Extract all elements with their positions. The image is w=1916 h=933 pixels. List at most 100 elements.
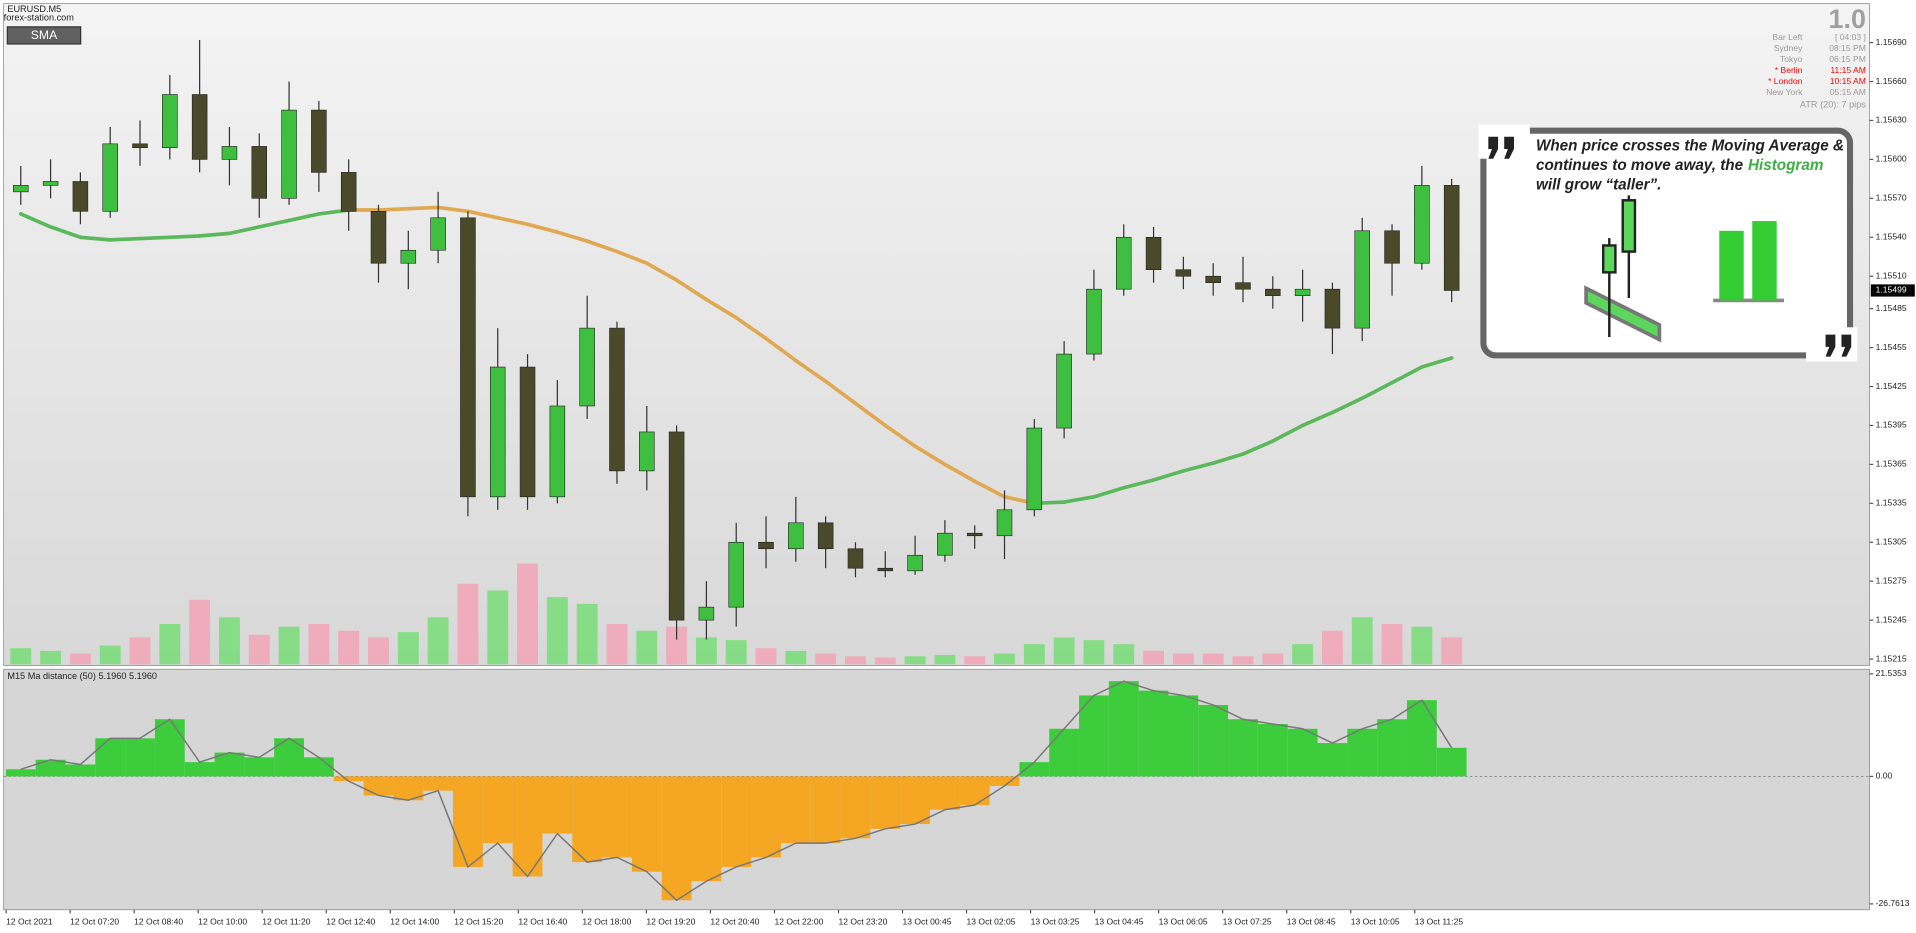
- histogram-bar: [1406, 700, 1437, 777]
- info-value: 08:15 PM: [1829, 43, 1866, 53]
- sma-line: [1420, 356, 1454, 369]
- sub-layer: 21.5353 0.00 -26.7613: [3, 668, 1910, 908]
- volume-bar: [815, 653, 837, 665]
- volume-bar: [1113, 644, 1135, 665]
- sma-line: [525, 222, 560, 234]
- histogram-bar: [691, 776, 722, 882]
- histogram-bar: [363, 776, 394, 796]
- candle-body: [1384, 230, 1400, 264]
- info-label: * London: [1768, 76, 1802, 86]
- y-tick-label: 1.15540: [1876, 232, 1907, 242]
- candle-body: [1056, 353, 1072, 429]
- volume-bar: [1202, 653, 1224, 665]
- candle-body: [132, 143, 148, 149]
- sma-button[interactable]: [6, 26, 82, 45]
- histogram-bar: [1377, 719, 1407, 777]
- candle-body: [609, 327, 625, 472]
- volume-bar: [308, 624, 330, 665]
- volume-bar: [99, 645, 121, 665]
- sma-line: [1092, 485, 1126, 499]
- histogram-bar: [95, 738, 126, 777]
- sma-line: [913, 444, 947, 467]
- volume-bar: [10, 648, 32, 665]
- candle-body: [639, 431, 655, 472]
- candle-body: [72, 181, 89, 212]
- x-tick-label: 12 Oct 23:20: [838, 916, 887, 926]
- sma-line: [674, 278, 709, 302]
- volume-bar: [636, 630, 658, 665]
- y-tick-label: 1.15335: [1876, 498, 1907, 508]
- histogram-bar: [1347, 728, 1378, 777]
- sub-title: M15 Ma distance (50) 5.1960 5.1960: [7, 671, 157, 681]
- histogram-bar: [959, 776, 990, 805]
- info-value: 06:15 PM: [1829, 54, 1866, 64]
- sma-line: [1151, 469, 1186, 482]
- x-tick-label: 12 Oct 19:20: [646, 916, 695, 926]
- sma-line: [704, 297, 739, 320]
- candle-body: [1115, 236, 1132, 290]
- candle-body: [221, 146, 238, 160]
- sma-line: [615, 249, 649, 266]
- x-tick-label: 12 Oct 12:40: [326, 916, 375, 926]
- candle-body: [579, 327, 595, 407]
- histogram-bar: [989, 776, 1020, 786]
- sma-line: [167, 234, 202, 240]
- histogram-bar: [840, 776, 871, 839]
- info-label: Tokyo: [1780, 54, 1803, 64]
- sma-line: [1270, 423, 1305, 443]
- sma-line: [1211, 452, 1245, 465]
- histogram-bar: [900, 776, 930, 825]
- candle-body: [1324, 288, 1341, 329]
- candle-body: [311, 109, 327, 173]
- volume-bar: [785, 650, 807, 665]
- sma-line: [376, 206, 411, 212]
- x-tick-label: 12 Oct 10:00: [198, 916, 247, 926]
- histogram-bar: [1079, 695, 1109, 777]
- x-tick-label: 13 Oct 04:45: [1095, 916, 1144, 926]
- candle-body: [191, 94, 208, 160]
- info-value: 10:15 AM: [1830, 76, 1866, 86]
- volume-bar: [1053, 637, 1075, 665]
- info-label: * Berlin: [1775, 65, 1803, 75]
- histogram-bar: [453, 776, 483, 867]
- y-tick-label: 1.15510: [1876, 270, 1907, 280]
- y-tick-label: 1.15425: [1876, 381, 1907, 391]
- histogram-bar: [333, 776, 364, 782]
- volume-bar: [874, 657, 896, 665]
- histogram-bar: [35, 759, 66, 777]
- x-tick-label: 12 Oct 14:00: [390, 916, 439, 926]
- candle-body: [340, 172, 357, 212]
- histogram-bar: [5, 769, 36, 777]
- histogram-bar: [1138, 690, 1169, 777]
- volume-bar: [576, 603, 598, 665]
- info-label: Bar Left: [1772, 32, 1803, 42]
- candle-body: [489, 366, 506, 498]
- sma-line: [585, 239, 619, 254]
- atr-label: ATR (20): 7 pips: [1800, 99, 1866, 109]
- volume-bar: [994, 653, 1015, 665]
- candle-body: [13, 185, 29, 193]
- histogram-bar: [780, 776, 811, 844]
- info-label: Sydney: [1774, 43, 1803, 53]
- sma-line: [1300, 410, 1335, 428]
- volume-bar: [40, 650, 62, 665]
- x-tick-label: 12 Oct 07:20: [70, 916, 119, 926]
- sma-line: [853, 401, 888, 428]
- volume-bar: [1321, 630, 1343, 665]
- callout-line: When price crosses the Moving Average &: [1536, 138, 1844, 155]
- volume-bar: [457, 583, 479, 665]
- sma-line: [972, 479, 1007, 499]
- histogram-bar: [751, 776, 781, 858]
- volume-bar: [606, 624, 628, 665]
- histogram-bar: [154, 719, 185, 777]
- volume-bar: [1411, 626, 1433, 665]
- sma-line: [108, 236, 142, 242]
- x-tick-label: 13 Oct 07:25: [1223, 916, 1272, 926]
- volume-bar: [427, 617, 449, 665]
- sma-button-label[interactable]: SMA: [31, 28, 58, 42]
- main-layer: 1.15690 1.15660 1.15630 1.15600 1.15570 1.155…: [5, 32, 1915, 926]
- sma-line: [734, 315, 768, 341]
- candle-body: [728, 541, 744, 608]
- x-tick-label: 12 Oct 11:20: [262, 916, 311, 926]
